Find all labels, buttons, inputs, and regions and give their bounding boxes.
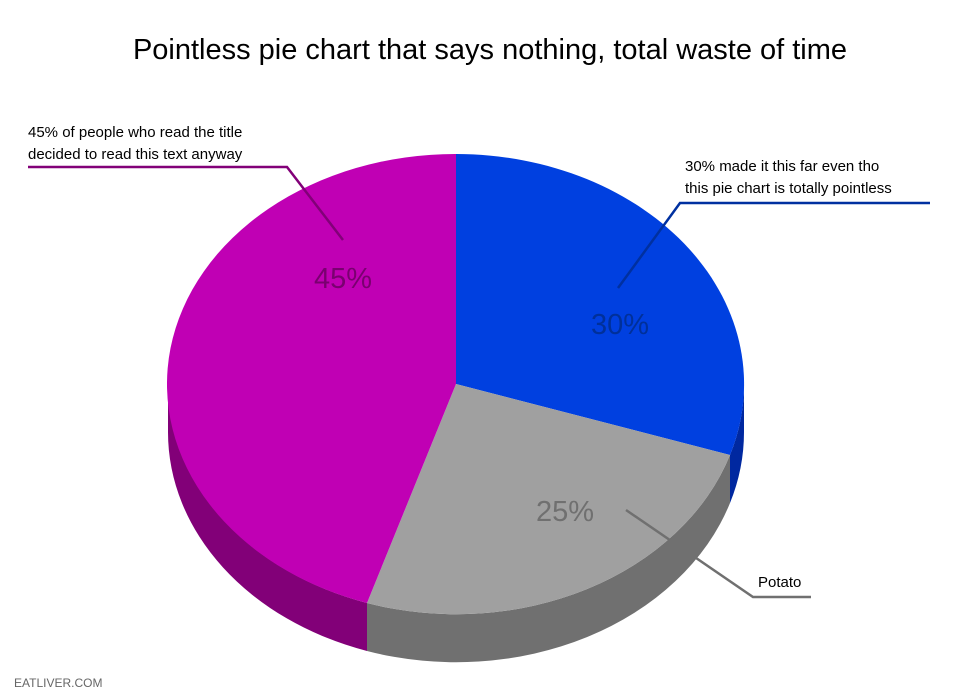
slice-label-magenta: 45%	[314, 263, 372, 295]
pie-slice-blue[interactable]	[456, 153, 745, 455]
pie-side-gray	[367, 455, 730, 663]
annotation-gray: Potato	[758, 574, 802, 591]
pie-side-magenta	[167, 384, 367, 651]
chart-title: Pointless pie chart that says nothing, t…	[132, 34, 848, 66]
annotation-magenta-line1: 45% of people who read the title	[28, 124, 243, 141]
annotation-magenta: 45% of people who read the title decided…	[28, 122, 242, 166]
slice-label-gray: 25%	[536, 496, 594, 528]
annotation-blue-line2: this pie chart is totally pointless	[685, 180, 892, 197]
leader-line-magenta	[28, 165, 344, 241]
annotation-magenta-line2: decided to read this text anyway	[28, 146, 243, 163]
annotation-blue: 30% made it this far even tho this pie c…	[685, 156, 892, 200]
leader-line-gray	[625, 508, 811, 599]
pie-slice-magenta[interactable]	[166, 153, 456, 603]
slice-label-blue: 30%	[591, 309, 649, 341]
watermark: EATLIVER.COM	[14, 676, 103, 690]
pie-side-blue	[730, 384, 745, 503]
annotation-blue-line1: 30% made it this far even tho	[685, 158, 880, 175]
leader-line-blue	[616, 201, 930, 289]
pie-slice-gray[interactable]	[367, 384, 730, 615]
